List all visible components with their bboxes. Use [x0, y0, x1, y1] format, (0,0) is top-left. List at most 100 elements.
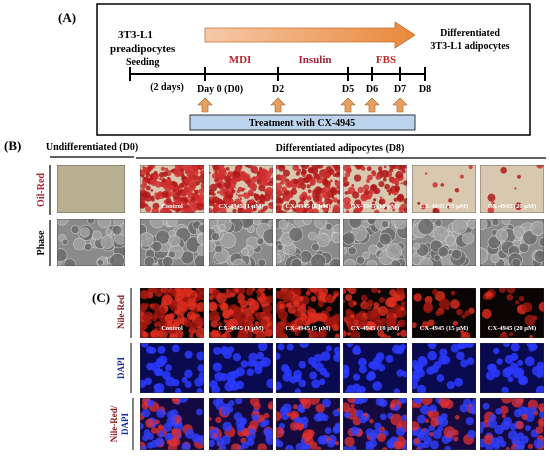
lipid	[307, 306, 312, 310]
lipid	[314, 173, 321, 180]
nucleus	[146, 362, 154, 371]
cell	[109, 253, 125, 266]
lipid	[258, 318, 268, 328]
panel-label: (B)	[4, 138, 21, 153]
lipid	[237, 194, 242, 198]
lipid	[378, 180, 385, 188]
nucleus	[264, 429, 273, 439]
lipid	[169, 437, 179, 446]
row-label: Nile-Red	[116, 295, 126, 329]
cell	[240, 247, 249, 256]
lipid	[453, 436, 459, 442]
nucleus	[241, 441, 250, 449]
lipid	[219, 207, 227, 213]
lipid	[343, 183, 348, 187]
micrograph	[343, 343, 407, 393]
lipid	[361, 303, 367, 309]
nucleus	[491, 368, 501, 378]
nucleus	[320, 351, 331, 362]
lipid	[535, 426, 544, 434]
lipid	[514, 202, 523, 211]
nucleus	[493, 347, 500, 355]
lipid	[252, 327, 259, 335]
lipid	[324, 180, 331, 188]
nucleus	[179, 398, 189, 403]
lipid	[539, 420, 544, 426]
nucleus	[535, 385, 544, 393]
lipid	[270, 202, 273, 205]
nucleus	[439, 348, 448, 357]
nucleus	[454, 377, 463, 387]
nucleus	[300, 416, 309, 425]
lipid	[153, 170, 158, 176]
nucleus	[299, 343, 310, 349]
lipid	[177, 290, 183, 296]
lipid	[432, 208, 438, 213]
nucleus	[358, 398, 369, 404]
lipid	[336, 323, 340, 328]
lipid	[288, 193, 293, 197]
nucleus	[175, 388, 182, 393]
lipid	[326, 306, 332, 312]
cell	[480, 219, 488, 231]
start-label: preadipocytes	[110, 43, 176, 55]
lipid	[277, 309, 288, 320]
lipid	[161, 294, 173, 306]
lipid	[315, 446, 322, 450]
nucleus	[260, 357, 271, 367]
lipid	[315, 403, 325, 413]
panel-label: (C)	[92, 290, 110, 305]
lipid	[350, 204, 354, 209]
lipid	[308, 312, 312, 316]
lipid	[506, 294, 514, 301]
lipid	[336, 199, 340, 205]
lipid	[394, 180, 399, 186]
nucleus	[298, 379, 307, 388]
lipid	[310, 296, 317, 302]
lipid	[216, 182, 222, 188]
nucleus	[379, 413, 387, 421]
lipid	[198, 188, 204, 195]
cell	[105, 228, 113, 236]
lipid	[367, 196, 372, 200]
lipid	[427, 319, 435, 327]
lipid	[276, 323, 285, 332]
lipid	[276, 426, 285, 438]
cell	[393, 219, 407, 230]
cell	[329, 258, 340, 266]
lipid	[424, 296, 433, 304]
lipid	[222, 310, 231, 319]
lipid	[236, 201, 244, 208]
nucleus	[322, 398, 331, 408]
image-bg	[480, 165, 544, 213]
cell	[378, 232, 392, 246]
nucleus	[472, 398, 476, 405]
cell	[381, 220, 389, 229]
lipid	[343, 202, 352, 210]
nucleus	[140, 423, 144, 430]
lipid	[296, 319, 304, 327]
lipid	[350, 314, 355, 319]
lipid	[254, 203, 259, 208]
nucleus	[144, 377, 152, 386]
lipid	[452, 320, 458, 326]
lipid	[283, 169, 291, 177]
lipid	[164, 167, 169, 172]
lipid	[487, 206, 495, 213]
lipid	[151, 195, 155, 200]
micrograph	[140, 398, 204, 450]
lipid	[178, 314, 182, 318]
lipid	[250, 176, 257, 184]
lipid	[225, 166, 230, 171]
nucleus	[456, 351, 465, 361]
lipid	[366, 166, 372, 172]
cell	[513, 226, 525, 238]
nucleus	[418, 355, 427, 365]
nucleus	[156, 408, 166, 418]
lipid	[398, 209, 404, 213]
lipid	[378, 296, 386, 303]
lipid	[211, 192, 216, 197]
lipid	[310, 330, 319, 338]
cell	[196, 244, 204, 256]
cell	[97, 219, 112, 229]
